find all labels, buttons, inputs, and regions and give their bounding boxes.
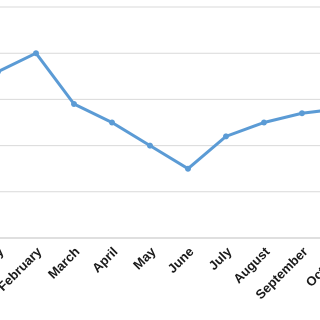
data-line	[0, 51, 320, 171]
x-tick-label: February	[0, 243, 45, 293]
data-point	[299, 110, 305, 117]
x-tick-label: April	[89, 244, 121, 276]
x-tick-label: June	[164, 244, 196, 276]
data-point	[0, 69, 1, 74]
data-point	[261, 119, 267, 126]
data-point	[71, 101, 77, 108]
x-tick-label: July	[206, 243, 236, 273]
data-point	[109, 119, 115, 126]
data-point	[33, 50, 39, 57]
x-tick-label: March	[45, 244, 83, 282]
x-tick-label: May	[130, 243, 159, 272]
data-point	[147, 142, 153, 149]
data-point	[185, 165, 191, 172]
data-point	[223, 133, 229, 140]
